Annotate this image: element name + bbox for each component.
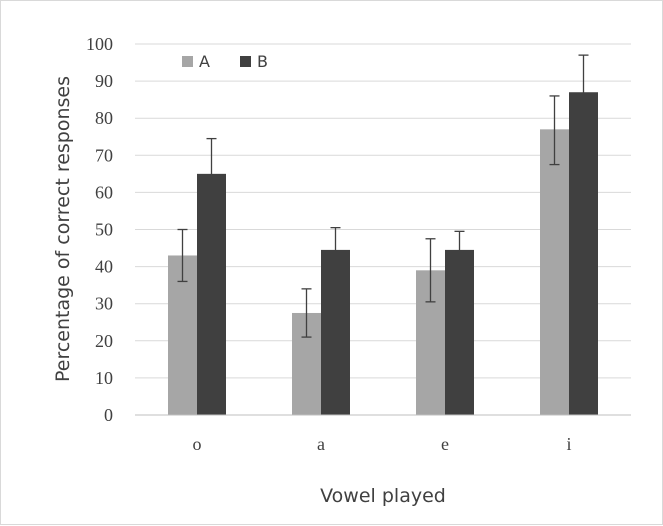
bar-B-a — [321, 249, 350, 415]
error-bar-B-o — [206, 137, 217, 212]
y-axis-title: Percentage of correct responses — [52, 76, 74, 382]
error-bars-layer — [177, 54, 589, 338]
y-tick-label: 20 — [95, 331, 113, 351]
bars-layer — [168, 92, 598, 415]
y-tick-label: 10 — [95, 368, 113, 388]
y-tick-labels: 0 10 20 30 40 50 60 70 80 90 100 — [86, 34, 113, 425]
legend-label: B — [257, 52, 268, 71]
error-bar-A-a — [301, 288, 312, 338]
legend-label: A — [199, 52, 210, 71]
x-tick-label: i — [566, 434, 571, 454]
error-bar-B-i — [578, 54, 589, 130]
error-bar-A-o — [177, 228, 188, 283]
bar-A-i — [540, 129, 569, 415]
x-axis-title: Vowel played — [320, 485, 446, 507]
x-tick-label: o — [193, 434, 202, 454]
y-tick-label: 70 — [95, 145, 113, 165]
x-tick-label: a — [317, 434, 325, 454]
x-tick-label: e — [441, 434, 449, 454]
y-tick-label: 100 — [86, 34, 113, 54]
y-tick-label: 30 — [95, 294, 113, 314]
bar-B-o — [197, 173, 226, 415]
error-bar-B-e — [454, 230, 465, 268]
y-tick-label: 0 — [104, 405, 113, 425]
legend-item-A: A — [182, 52, 210, 71]
bar-B-i — [569, 92, 598, 415]
y-tick-label: 60 — [95, 182, 113, 202]
y-tick-label: 80 — [95, 108, 113, 128]
y-tick-label: 90 — [95, 71, 113, 91]
error-bar-A-i — [549, 95, 560, 166]
error-bar-A-e — [425, 238, 436, 303]
y-tick-label: 50 — [95, 220, 113, 240]
legend-item-B: B — [240, 52, 268, 71]
error-bar-B-a — [330, 226, 341, 275]
legend-swatch — [182, 56, 193, 67]
y-tick-label: 40 — [95, 257, 113, 277]
bar-B-e — [445, 249, 474, 415]
legend-swatch — [240, 56, 251, 67]
